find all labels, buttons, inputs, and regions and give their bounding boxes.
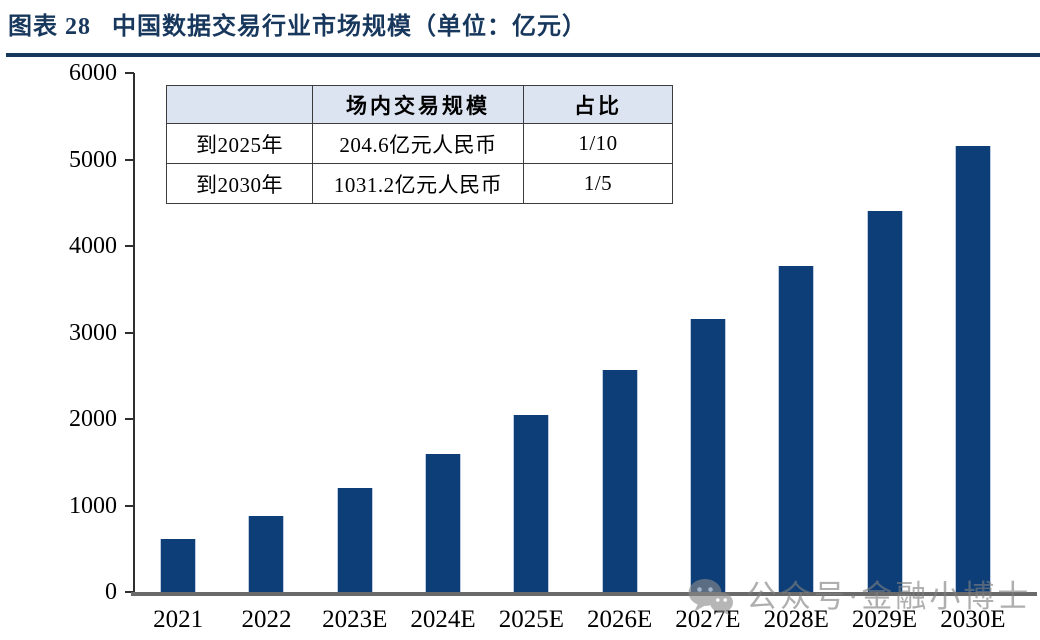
- y-tick-label: 0: [105, 579, 117, 605]
- y-tick-label: 2000: [69, 406, 117, 432]
- table-header-scale: 场内交易规模: [312, 85, 524, 124]
- x-tick-label: 2028E: [763, 606, 829, 633]
- bar-2025E: [513, 415, 550, 592]
- x-axis-line: [131, 592, 1037, 596]
- x-tick-label: 2021: [153, 606, 204, 633]
- x-tick-label: 2023E: [322, 606, 388, 633]
- y-tick-mark: [125, 504, 134, 507]
- bar-2023E: [336, 487, 373, 592]
- x-tick-label: 2026E: [587, 606, 653, 633]
- y-tick-mark: [125, 418, 134, 420]
- table-header-blank: [166, 85, 313, 124]
- y-tick-label: 5000: [69, 146, 117, 173]
- table-cell-share: 1/10: [523, 123, 673, 164]
- table-row: 到2030年 1031.2亿元人民币 1/5: [166, 163, 673, 204]
- y-axis-line: [133, 73, 135, 594]
- table-cell-year: 到2025年: [166, 123, 313, 164]
- x-tick-label: 2029E: [851, 606, 918, 633]
- y-tick-mark: [125, 72, 134, 74]
- table-header-row: 场内交易规模 占比: [166, 85, 673, 124]
- y-tick-label: 1000: [69, 492, 117, 519]
- y-tick-label: 6000: [69, 60, 117, 86]
- bar-2021: [160, 538, 197, 592]
- figure-title: 图表 28 中国数据交易行业市场规模（单位：亿元）: [8, 14, 587, 40]
- bar-2028E: [778, 266, 815, 592]
- bar-2024E: [425, 454, 462, 592]
- y-tick-label: 4000: [69, 233, 117, 259]
- inset-table: 场内交易规模 占比 到2025年 204.6亿元人民币 1/10 到2030年 …: [166, 85, 673, 204]
- x-tick-label: 2027E: [675, 606, 741, 633]
- y-tick-mark: [125, 245, 134, 247]
- table-row: 到2025年 204.6亿元人民币 1/10: [166, 123, 673, 164]
- table-cell-scale: 1031.2亿元人民币: [312, 163, 524, 204]
- bar-2026E: [601, 369, 638, 592]
- bar-2022: [248, 516, 285, 592]
- bar-2030E: [954, 146, 991, 592]
- table-header-share: 占比: [523, 85, 673, 124]
- y-tick-mark: [125, 591, 134, 593]
- y-tick-mark: [125, 158, 134, 161]
- x-tick-label: 2025E: [498, 606, 564, 633]
- y-tick-label: 3000: [69, 319, 117, 346]
- bar-2029E: [866, 211, 903, 592]
- x-tick-label: 2022: [241, 606, 292, 633]
- table-cell-scale: 204.6亿元人民币: [312, 123, 524, 164]
- table-cell-year: 到2030年: [166, 163, 313, 204]
- table-cell-share: 1/5: [523, 163, 673, 204]
- title-divider: [6, 53, 1040, 57]
- x-tick-label: 2030E: [940, 606, 1006, 633]
- x-tick-label: 2024E: [410, 606, 476, 633]
- bar-2027E: [689, 319, 726, 592]
- y-tick-mark: [125, 331, 134, 334]
